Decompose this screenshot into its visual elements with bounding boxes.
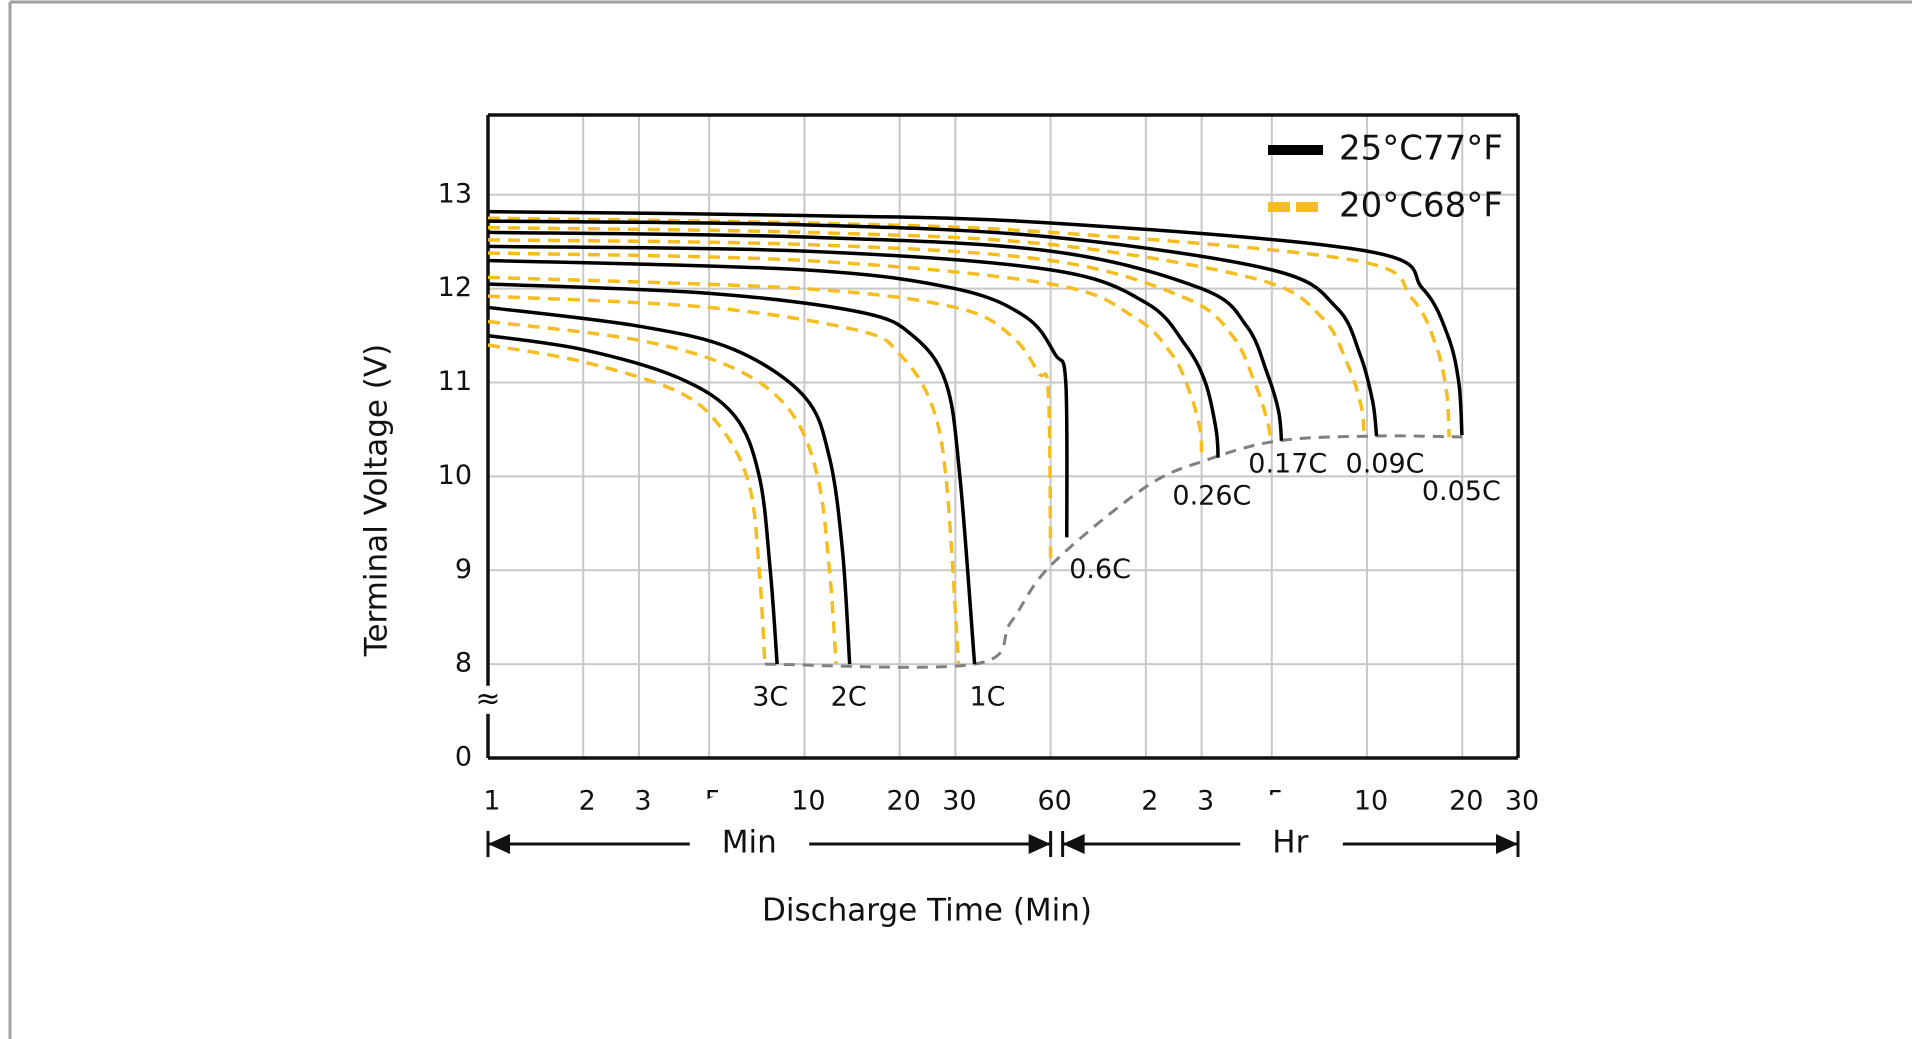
x-tick-label: 60 — [1037, 786, 1071, 817]
x-tick-label: 3 — [634, 786, 651, 817]
range-label: Hr — [1272, 825, 1308, 861]
axis-break: ≈ — [475, 681, 500, 716]
end-voltage-line — [764, 434, 1462, 669]
legend-text: 20°C68°F — [1339, 186, 1503, 226]
x-tick-label: 20 — [886, 786, 920, 817]
y-tick-label: 8 — [455, 648, 472, 679]
discharge-curve — [487, 230, 1284, 441]
rate-label: 3C — [752, 682, 788, 713]
discharge-curve — [487, 216, 1451, 438]
x-axis-title: Discharge Time (Min) — [762, 893, 1092, 929]
x-tick-label: 20 — [1449, 786, 1483, 817]
arrow-head — [1496, 834, 1518, 854]
y-tick-label: 0 — [455, 742, 472, 773]
arrow-head — [488, 834, 510, 854]
discharge-curve — [487, 333, 779, 665]
range-label: Min — [722, 825, 777, 861]
x-tick-label: 2 — [579, 786, 596, 817]
rate-label: 0.17C — [1248, 449, 1327, 480]
rate-label: 1C — [969, 682, 1005, 713]
discharge-curve — [487, 305, 852, 665]
x-tick-label: 5 — [705, 786, 722, 817]
discharge-curve — [487, 244, 1220, 458]
arrow-head — [1028, 834, 1051, 854]
discharge-curve — [487, 275, 1053, 566]
discharge-curve — [487, 209, 1464, 436]
x-tick-label: 1 — [483, 786, 500, 817]
arrow-head — [1062, 834, 1085, 854]
discharge-curve — [487, 238, 1273, 442]
y-tick-label: 12 — [438, 272, 472, 303]
x-tick-label: 10 — [1354, 786, 1388, 817]
x-tick-label: 30 — [942, 786, 976, 817]
x-tick-label: 30 — [1505, 786, 1539, 817]
y-tick-label: 11 — [438, 366, 472, 397]
discharge-curve — [487, 294, 961, 665]
rate-label: 0.26C — [1172, 481, 1251, 512]
discharge-curve — [487, 343, 767, 665]
discharge-curve — [487, 219, 1379, 437]
x-tick-label: 5 — [1267, 786, 1284, 817]
discharge-curve — [487, 225, 1366, 437]
rate-label: 0.6C — [1069, 554, 1131, 585]
y-tick-label: 9 — [455, 554, 472, 585]
y-tick-label: 10 — [438, 460, 472, 491]
y-tick-label: 13 — [438, 178, 472, 209]
rate-label: 0.09C — [1346, 449, 1425, 480]
discharge-curve — [487, 251, 1204, 458]
x-tick-label: 2 — [1141, 786, 1158, 817]
legend-text: 25°C77°F — [1339, 129, 1503, 169]
x-tick-label: 3 — [1197, 786, 1214, 817]
rate-label: 0.05C — [1422, 476, 1501, 507]
y-axis-title: Terminal Voltage (V) — [359, 344, 395, 657]
discharge-curve — [487, 319, 838, 665]
rate-label: 2C — [831, 682, 867, 713]
x-tick-label: 10 — [791, 786, 825, 817]
discharge-curve — [487, 282, 977, 665]
discharge-curve — [487, 258, 1069, 538]
